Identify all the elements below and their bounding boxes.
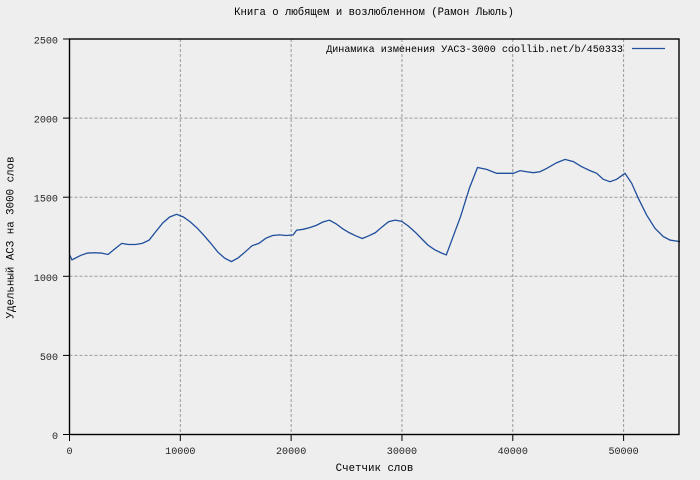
svg-text:30000: 30000 — [387, 447, 417, 458]
svg-text:0: 0 — [52, 432, 58, 443]
svg-text:Счетчик слов: Счетчик слов — [336, 463, 414, 475]
svg-text:0: 0 — [66, 447, 72, 458]
svg-text:1500: 1500 — [34, 195, 58, 206]
svg-text:10000: 10000 — [165, 447, 195, 458]
svg-text:1000: 1000 — [34, 274, 58, 285]
svg-text:20000: 20000 — [276, 447, 306, 458]
svg-text:Удельный АСЗ на 3000 слов: Удельный АСЗ на 3000 слов — [6, 157, 18, 319]
svg-text:40000: 40000 — [498, 447, 528, 458]
svg-text:2000: 2000 — [34, 116, 58, 127]
svg-text:2500: 2500 — [34, 37, 58, 48]
svg-text:Динамика изменения УАС3-3000: Динамика изменения УАС3-3000 coollib.net… — [326, 44, 623, 56]
svg-text:50000: 50000 — [608, 447, 638, 458]
svg-text:500: 500 — [40, 353, 58, 364]
